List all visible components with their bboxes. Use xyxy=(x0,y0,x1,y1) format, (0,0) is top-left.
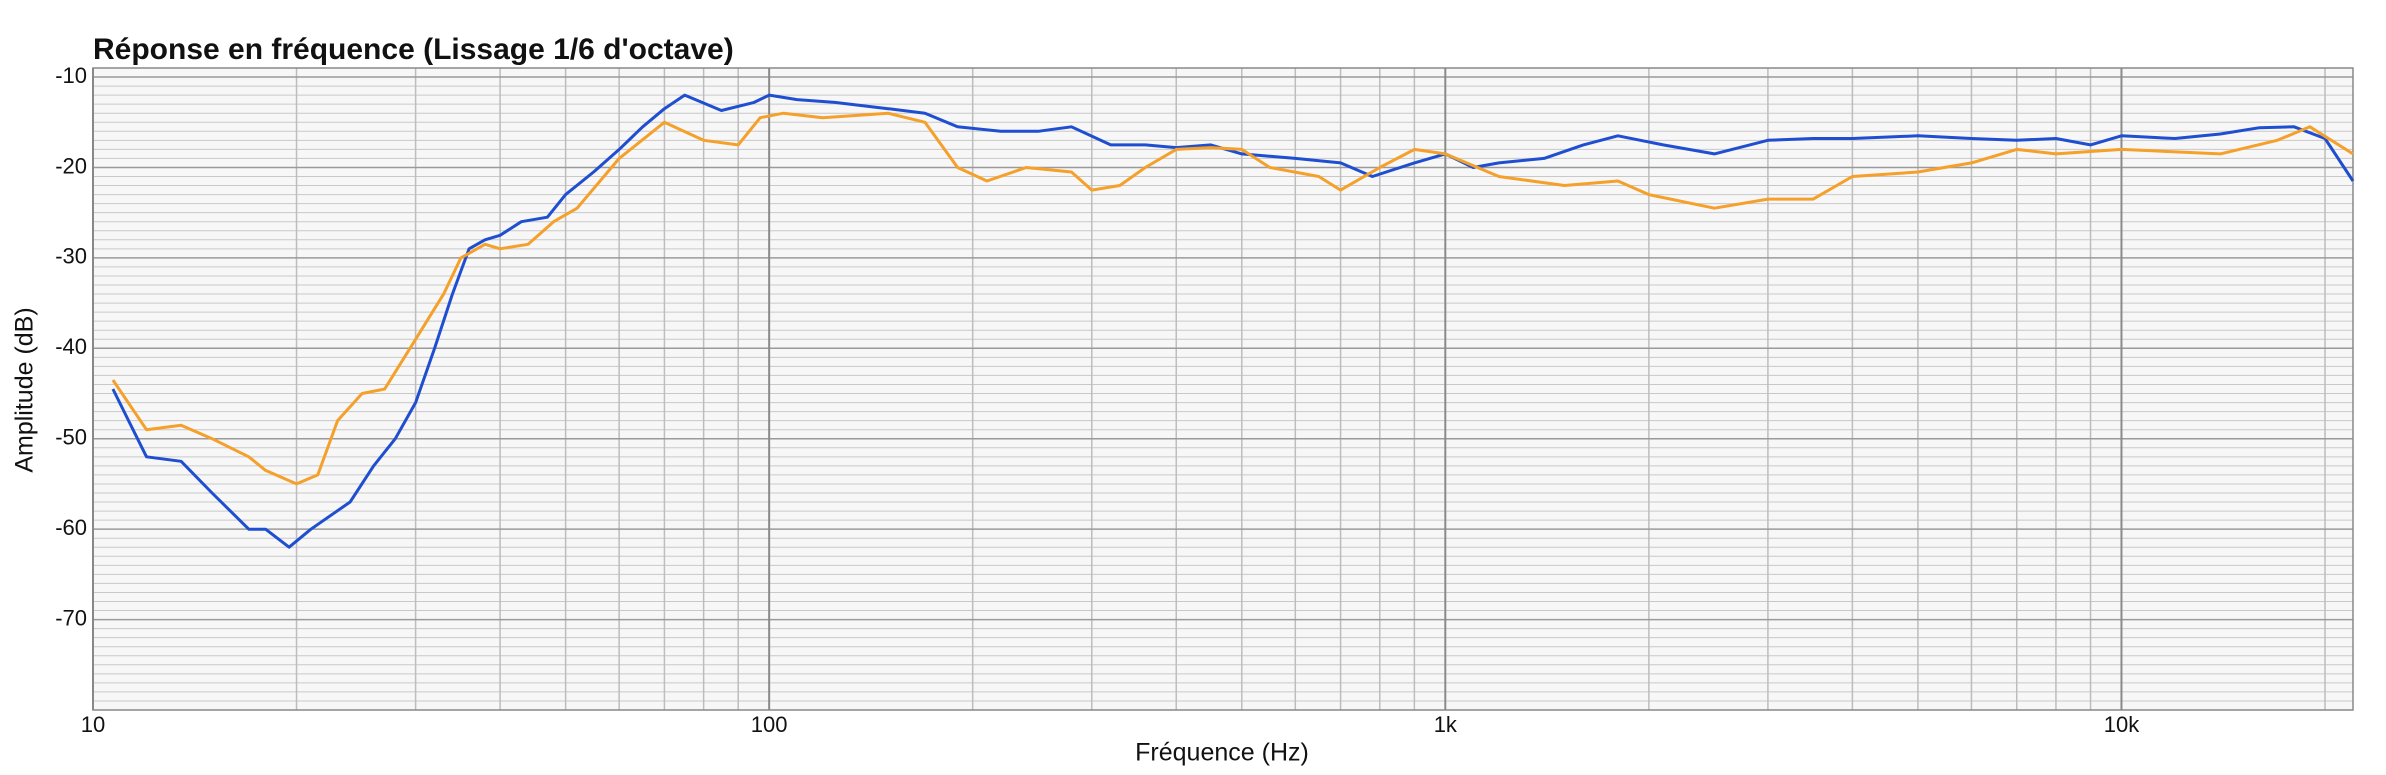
y-tick-label: -50 xyxy=(55,425,87,450)
x-tick-label: 10k xyxy=(2104,712,2140,737)
y-tick-label: -30 xyxy=(55,244,87,269)
chart-title: Réponse en fréquence (Lissage 1/6 d'octa… xyxy=(93,33,734,66)
x-tick-label: 100 xyxy=(751,712,788,737)
y-tick-label: -20 xyxy=(55,153,87,178)
plot-frame xyxy=(92,67,2354,711)
y-tick-label: -60 xyxy=(55,515,87,540)
x-axis-label: Fréquence (Hz) xyxy=(1135,739,1309,767)
y-tick-label: -70 xyxy=(55,605,87,630)
y-tick-label: -10 xyxy=(55,63,87,88)
series-line xyxy=(111,93,2355,549)
y-tick-label: -40 xyxy=(55,334,87,359)
x-tick-label: 1k xyxy=(1434,712,1458,737)
plot-background xyxy=(93,68,2353,710)
y-axis-label: Amplitude (dB) xyxy=(11,307,39,472)
series-line xyxy=(111,111,2354,486)
x-tick-label: 10 xyxy=(81,712,105,737)
